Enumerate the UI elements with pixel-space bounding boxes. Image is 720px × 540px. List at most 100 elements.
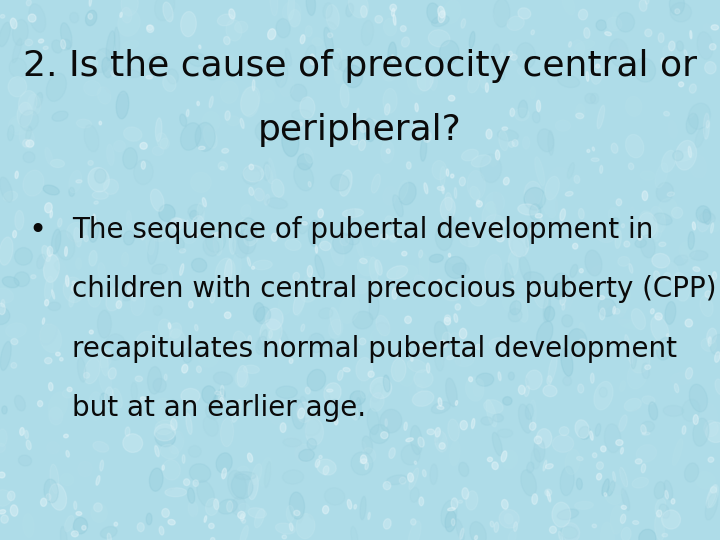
Ellipse shape — [327, 427, 339, 437]
Ellipse shape — [690, 31, 692, 39]
Ellipse shape — [307, 369, 325, 391]
Ellipse shape — [696, 127, 705, 147]
Ellipse shape — [436, 225, 452, 251]
Ellipse shape — [442, 185, 444, 194]
Ellipse shape — [311, 0, 322, 9]
Ellipse shape — [129, 284, 137, 301]
Ellipse shape — [102, 57, 112, 78]
Ellipse shape — [181, 224, 197, 244]
Ellipse shape — [631, 309, 646, 329]
Ellipse shape — [508, 308, 522, 322]
Ellipse shape — [1, 515, 9, 523]
Ellipse shape — [684, 91, 696, 117]
Ellipse shape — [678, 235, 688, 251]
Ellipse shape — [691, 25, 709, 39]
Ellipse shape — [160, 444, 179, 459]
Ellipse shape — [476, 373, 494, 386]
Ellipse shape — [688, 146, 691, 158]
Ellipse shape — [84, 358, 100, 384]
Ellipse shape — [559, 427, 569, 436]
Ellipse shape — [390, 4, 397, 11]
Ellipse shape — [71, 286, 76, 292]
Ellipse shape — [611, 143, 618, 153]
Ellipse shape — [88, 167, 109, 192]
Ellipse shape — [545, 489, 552, 496]
Ellipse shape — [372, 174, 380, 193]
Ellipse shape — [263, 162, 271, 180]
Ellipse shape — [498, 130, 518, 141]
Ellipse shape — [104, 179, 119, 194]
Ellipse shape — [443, 287, 462, 301]
Ellipse shape — [109, 275, 126, 301]
Ellipse shape — [633, 521, 639, 524]
Ellipse shape — [455, 355, 474, 367]
Ellipse shape — [697, 32, 713, 59]
Ellipse shape — [610, 314, 630, 324]
Ellipse shape — [356, 397, 361, 420]
Ellipse shape — [313, 232, 328, 246]
Ellipse shape — [148, 367, 162, 394]
Ellipse shape — [586, 283, 593, 288]
Ellipse shape — [491, 44, 500, 70]
Ellipse shape — [301, 324, 305, 332]
Ellipse shape — [334, 65, 341, 84]
Ellipse shape — [253, 260, 272, 269]
Ellipse shape — [46, 494, 51, 501]
Ellipse shape — [624, 241, 630, 247]
Ellipse shape — [543, 294, 550, 322]
Ellipse shape — [596, 20, 606, 31]
Ellipse shape — [636, 444, 657, 462]
Ellipse shape — [35, 92, 42, 107]
Ellipse shape — [270, 0, 278, 16]
Ellipse shape — [702, 403, 718, 428]
Ellipse shape — [182, 516, 189, 540]
Ellipse shape — [446, 378, 457, 407]
Ellipse shape — [546, 464, 553, 469]
Ellipse shape — [420, 66, 428, 76]
Ellipse shape — [392, 55, 395, 63]
Ellipse shape — [584, 28, 590, 38]
Ellipse shape — [10, 505, 18, 516]
Ellipse shape — [690, 251, 708, 260]
Ellipse shape — [677, 465, 696, 483]
Ellipse shape — [0, 237, 13, 265]
Ellipse shape — [118, 10, 140, 36]
Ellipse shape — [29, 4, 46, 32]
Ellipse shape — [529, 400, 536, 427]
Ellipse shape — [282, 2, 301, 23]
Ellipse shape — [210, 292, 215, 303]
Ellipse shape — [240, 205, 251, 217]
Ellipse shape — [140, 231, 145, 240]
Ellipse shape — [69, 171, 82, 193]
Ellipse shape — [650, 206, 665, 232]
Ellipse shape — [66, 275, 69, 287]
Ellipse shape — [580, 268, 583, 273]
Ellipse shape — [419, 497, 423, 506]
Ellipse shape — [706, 485, 717, 508]
Ellipse shape — [220, 82, 238, 103]
Ellipse shape — [642, 363, 649, 379]
Ellipse shape — [233, 233, 248, 258]
Ellipse shape — [48, 392, 68, 420]
Ellipse shape — [295, 444, 313, 462]
Ellipse shape — [571, 284, 575, 295]
Ellipse shape — [435, 428, 441, 437]
Ellipse shape — [169, 431, 184, 454]
Ellipse shape — [646, 0, 649, 4]
Ellipse shape — [631, 352, 636, 369]
Ellipse shape — [330, 307, 341, 335]
Ellipse shape — [368, 512, 370, 519]
Ellipse shape — [225, 259, 232, 284]
Ellipse shape — [655, 498, 666, 516]
Ellipse shape — [267, 198, 287, 209]
Ellipse shape — [624, 399, 642, 411]
Ellipse shape — [293, 272, 300, 280]
Ellipse shape — [700, 296, 713, 316]
Ellipse shape — [58, 218, 62, 227]
Ellipse shape — [461, 19, 466, 28]
Ellipse shape — [243, 224, 260, 246]
Ellipse shape — [417, 343, 423, 353]
Ellipse shape — [642, 191, 648, 200]
Ellipse shape — [708, 484, 719, 508]
Ellipse shape — [545, 177, 559, 200]
